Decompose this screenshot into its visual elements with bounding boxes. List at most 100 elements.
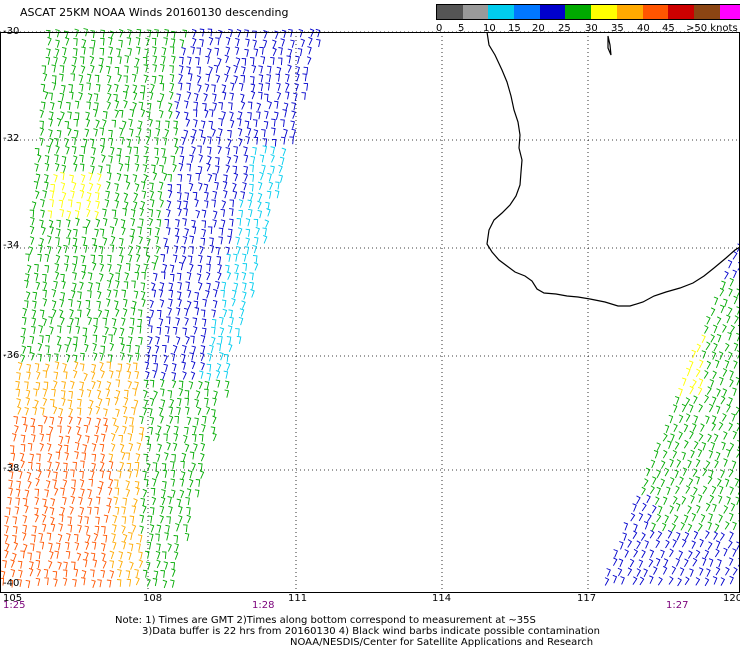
wind-barb: [170, 579, 175, 588]
wind-barb: [122, 497, 128, 506]
wind-barb: [151, 164, 156, 173]
wind-barb: [204, 200, 209, 209]
wind-barb: [197, 165, 203, 174]
wind-barb: [212, 210, 218, 219]
wind-barb: [652, 476, 657, 485]
wind-barb: [106, 280, 112, 289]
wind-barb: [63, 444, 69, 453]
wind-barb: [108, 129, 113, 138]
wind-barb: [736, 306, 740, 315]
wind-barb: [11, 433, 17, 442]
wind-barb: [173, 127, 178, 136]
wind-barb: [215, 246, 220, 255]
wind-barb: [133, 290, 139, 299]
wind-barb: [233, 64, 238, 74]
wind-barb: [189, 451, 195, 460]
wind-barb: [47, 560, 53, 569]
wind-barb: [695, 577, 701, 586]
wind-barb: [680, 522, 686, 531]
wind-barb: [729, 512, 734, 522]
wind-barb: [91, 363, 97, 373]
legend-swatch: [642, 5, 669, 19]
wind-barb: [59, 298, 64, 308]
wind-barb: [715, 405, 721, 414]
wind-barb: [138, 101, 144, 110]
wind-barb: [64, 344, 69, 353]
wind-barb: [193, 443, 198, 452]
wind-barb: [692, 423, 697, 432]
wind-barb: [124, 65, 129, 74]
wind-barb: [177, 397, 182, 406]
wind-barb: [192, 128, 197, 138]
wind-barb: [149, 182, 154, 191]
wind-barb: [202, 298, 207, 307]
wind-barb: [127, 146, 132, 155]
wind-barb: [242, 263, 248, 271]
wind-barb: [97, 397, 103, 407]
wind-barb: [233, 154, 239, 164]
wind-barb: [693, 395, 698, 404]
wind-barb: [720, 577, 726, 586]
wind-barb: [660, 478, 666, 488]
wind-barb: [729, 486, 734, 495]
wind-barb: [158, 318, 164, 327]
wind-barb: [712, 370, 717, 380]
wind-barb: [145, 370, 150, 380]
wind-barb: [87, 488, 92, 498]
wind-barb: [90, 371, 96, 380]
wind-barb: [170, 38, 176, 47]
wind-barb: [177, 298, 182, 307]
wind-barb: [148, 118, 153, 127]
wind-barb: [29, 453, 35, 462]
wind-barb: [6, 507, 11, 516]
wind-barb: [671, 523, 677, 532]
wind-barb: [91, 453, 97, 462]
wind-barb: [46, 443, 52, 452]
wind-barb: [194, 291, 200, 300]
wind-barb: [270, 165, 275, 174]
wind-barb: [154, 137, 159, 146]
wind-barb: [232, 182, 237, 192]
wind-barb: [226, 271, 232, 280]
wind-barb: [239, 308, 245, 317]
wind-barb: [73, 155, 78, 164]
wind-barb: [212, 415, 217, 425]
wind-barb: [655, 496, 660, 505]
wind-barb: [192, 109, 198, 118]
wind-barb: [29, 561, 34, 570]
wind-barb: [128, 442, 134, 452]
wind-barb: [53, 578, 58, 587]
wind-barb: [727, 332, 732, 341]
wind-barb: [200, 452, 205, 462]
wind-barb: [30, 417, 36, 427]
wind-barb: [719, 287, 725, 297]
wind-barb: [618, 558, 624, 567]
wind-barb: [118, 162, 124, 172]
wind-barb: [73, 48, 78, 57]
wind-barb: [109, 570, 115, 579]
wind-barb: [149, 397, 155, 407]
wind-barb: [106, 74, 112, 84]
wind-barb: [732, 387, 737, 396]
wind-barb: [168, 505, 173, 515]
wind-barb: [736, 422, 740, 432]
wind-barb: [189, 478, 194, 488]
wind-barb: [50, 498, 56, 507]
wind-barb: [155, 453, 161, 462]
wind-barb: [35, 281, 41, 290]
wind-barb: [206, 363, 212, 372]
wind-barb: [160, 271, 166, 280]
wind-barb: [130, 209, 136, 218]
legend-label: 0: [436, 23, 443, 34]
wind-barb: [93, 317, 98, 326]
wind-barb: [684, 531, 690, 541]
wind-barb: [33, 181, 39, 190]
wind-barb: [240, 75, 246, 83]
wind-barb: [104, 199, 110, 208]
wind-barb: [121, 226, 126, 236]
wind-barb: [154, 156, 160, 165]
wind-barb: [215, 280, 220, 290]
wind-barb: [20, 550, 25, 559]
wind-barb: [2, 560, 7, 569]
wind-barb: [733, 295, 738, 305]
